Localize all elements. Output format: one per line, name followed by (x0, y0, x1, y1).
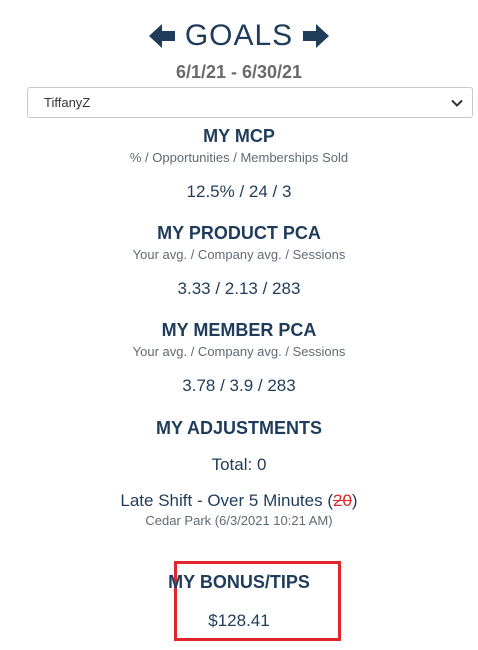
product-pca-subtitle: Your avg. / Company avg. / Sessions (132, 247, 346, 262)
adjustments-section: MY ADJUSTMENTS Total: 0 Late Shift - Ove… (0, 418, 478, 528)
member-pca-section: MY MEMBER PCA Your avg. / Company avg. /… (0, 320, 478, 396)
adjustment-amount: 20 (333, 491, 352, 510)
member-pca-title: MY MEMBER PCA (161, 320, 317, 340)
member-pca-value: 3.78 / 3.9 / 283 (182, 376, 296, 395)
product-pca-section: MY PRODUCT PCA Your avg. / Company avg. … (0, 223, 478, 299)
adjustment-item: Late Shift - Over 5 Minutes (20) (0, 491, 478, 511)
product-pca-value: 3.33 / 2.13 / 283 (177, 279, 301, 298)
adjustment-open-paren: ( (327, 491, 333, 510)
chevron-down-icon (450, 96, 464, 110)
adjustments-title: MY ADJUSTMENTS (155, 418, 323, 438)
adjustment-close-paren: ) (351, 491, 358, 510)
adjustment-detail: Cedar Park (6/3/2021 10:21 AM) (145, 513, 333, 528)
bonus-value: $128.41 (208, 611, 270, 630)
mcp-section: MY MCP % / Opportunities / Memberships S… (0, 126, 478, 202)
member-pca-subtitle: Your avg. / Company avg. / Sessions (132, 344, 346, 359)
arrow-left-icon[interactable] (147, 21, 177, 51)
date-range: 6/1/21 - 6/30/21 (175, 62, 303, 82)
user-select-value: TiffanyZ (44, 95, 91, 110)
bonus-title: MY BONUS/TIPS (168, 572, 310, 592)
mcp-title: MY MCP (203, 126, 275, 146)
mcp-value: 12.5% / 24 / 3 (186, 182, 292, 201)
goals-header: GOALS (0, 16, 478, 56)
user-select[interactable]: TiffanyZ (27, 87, 473, 118)
bonus-section: MY BONUS/TIPS $128.41 (0, 572, 478, 631)
adjustments-total: Total: 0 (211, 455, 267, 474)
arrow-right-icon[interactable] (301, 21, 331, 51)
mcp-subtitle: % / Opportunities / Memberships Sold (129, 150, 349, 165)
adjustment-label: Late Shift - Over 5 Minutes (120, 491, 323, 510)
product-pca-title: MY PRODUCT PCA (157, 223, 321, 243)
page-title: GOALS (184, 19, 294, 52)
bonus-highlight-box (174, 561, 341, 641)
